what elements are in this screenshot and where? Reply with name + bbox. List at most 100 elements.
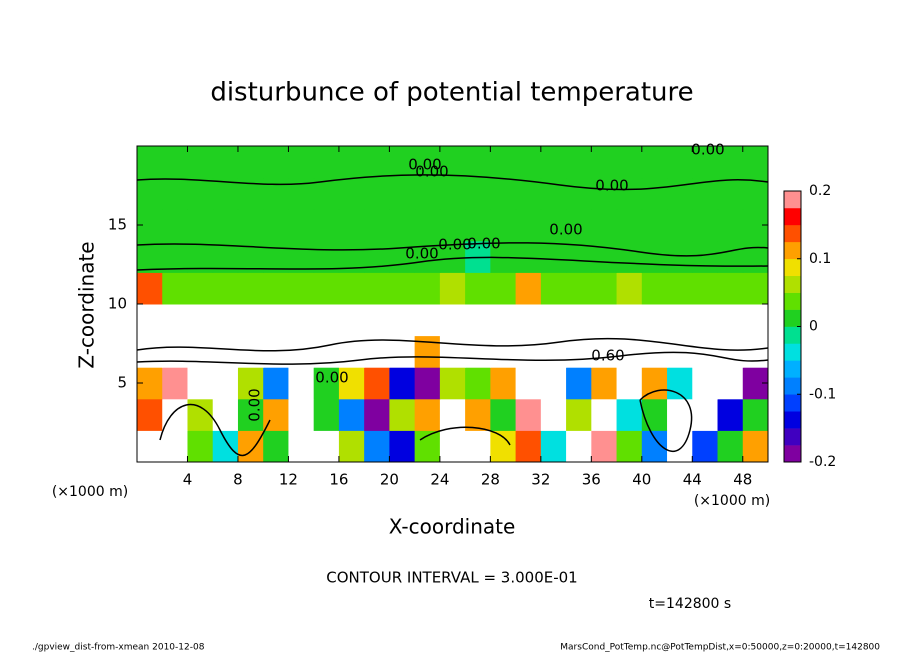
field-cell xyxy=(616,398,643,431)
field-cell xyxy=(692,209,719,242)
contour-line xyxy=(419,426,511,446)
contour-line xyxy=(136,351,769,365)
field-cell xyxy=(137,146,163,179)
field-cell xyxy=(137,272,163,305)
contour-label: 0.00 xyxy=(438,236,471,254)
field-cell xyxy=(187,430,214,463)
field-cell xyxy=(540,146,567,179)
field-cell xyxy=(540,398,567,431)
field-cell xyxy=(237,304,264,337)
field-cell xyxy=(364,146,390,179)
field-cell xyxy=(288,272,315,305)
field-cell xyxy=(414,272,441,305)
field-cell xyxy=(187,240,214,273)
field-cell xyxy=(187,177,214,210)
field-cell xyxy=(591,177,618,210)
colorbar-segment xyxy=(784,224,801,243)
field-cell xyxy=(641,430,668,463)
field-cell xyxy=(313,209,340,242)
field-cell xyxy=(717,209,744,242)
field-cell xyxy=(212,209,239,242)
y-axis-label: Z-coordinate xyxy=(75,241,99,368)
field-cell xyxy=(237,272,264,305)
field-cell xyxy=(566,209,592,242)
contour-line xyxy=(159,403,271,457)
field-cell xyxy=(364,304,390,337)
field-cell xyxy=(566,367,592,400)
field-cell xyxy=(717,272,744,305)
field-cell xyxy=(591,209,618,242)
field-cell xyxy=(465,398,491,431)
field-cell xyxy=(540,304,567,337)
x-tick-label: 20 xyxy=(380,471,399,489)
field-cell xyxy=(389,146,416,179)
field-cell xyxy=(692,304,719,337)
field-cell xyxy=(641,398,668,431)
colorbar-segment xyxy=(784,309,801,327)
x-tick-label: 48 xyxy=(733,471,752,489)
field-cell xyxy=(540,272,567,305)
field-cell xyxy=(692,367,719,400)
colorbar-segment xyxy=(784,258,801,276)
field-cell xyxy=(490,272,517,305)
field-cell xyxy=(137,304,163,337)
field-cell xyxy=(641,367,668,400)
field-cell xyxy=(414,304,441,337)
field-cell xyxy=(490,398,517,431)
field-cell xyxy=(465,177,491,210)
field-cell xyxy=(212,304,239,337)
contour-label: 0.00 xyxy=(315,369,348,387)
x-tick-label: 24 xyxy=(430,471,449,489)
field-cell xyxy=(288,335,315,368)
y-unit: (×1000 m) xyxy=(52,484,128,500)
colorbar-segment xyxy=(784,411,801,429)
field-cell xyxy=(263,209,289,242)
colorbar-tick-label: -0.1 xyxy=(809,386,836,402)
field-cell xyxy=(439,430,466,463)
field-cell xyxy=(742,304,769,337)
field-cell xyxy=(742,240,769,273)
field-cell xyxy=(263,177,289,210)
field-cell xyxy=(591,240,618,273)
colorbar: -0.2 -0.1 0 0.1 0.2 xyxy=(783,183,836,470)
colorbar-segment xyxy=(784,377,801,395)
field-cell xyxy=(338,367,365,400)
field-cell xyxy=(414,335,441,368)
field-cell xyxy=(338,272,365,305)
field-cell xyxy=(288,304,315,337)
field-cell xyxy=(162,335,188,368)
x-tick-label: 16 xyxy=(329,471,348,489)
field-cell xyxy=(414,177,441,210)
field-cell xyxy=(389,367,416,400)
field-cell xyxy=(490,335,517,368)
field-cell xyxy=(742,398,769,431)
field-cell xyxy=(515,146,542,179)
field-cell xyxy=(263,430,289,463)
field-cell xyxy=(389,240,416,273)
field-cell xyxy=(515,398,542,431)
field-cell xyxy=(212,146,239,179)
contour-label: 0.00 xyxy=(405,245,438,263)
field-cell xyxy=(364,177,390,210)
field-cell xyxy=(591,335,618,368)
field-cell xyxy=(616,304,643,337)
field-cell xyxy=(490,209,517,242)
field-cell xyxy=(616,177,643,210)
field-cell xyxy=(490,430,517,463)
field-cell xyxy=(692,240,719,273)
field-cell xyxy=(439,304,466,337)
field-cell xyxy=(717,398,744,431)
field-cell xyxy=(439,146,466,179)
field-cell xyxy=(389,177,416,210)
field-cell xyxy=(288,146,315,179)
time-label: t=142800 s xyxy=(649,596,731,612)
colorbar-segment xyxy=(784,360,801,378)
field-cell xyxy=(742,335,769,368)
field-cell xyxy=(338,398,365,431)
contour-line xyxy=(136,242,769,257)
field-cell xyxy=(667,272,693,305)
field-cell xyxy=(439,367,466,400)
x-tick-label: 12 xyxy=(279,471,298,489)
field-cell xyxy=(212,398,239,431)
